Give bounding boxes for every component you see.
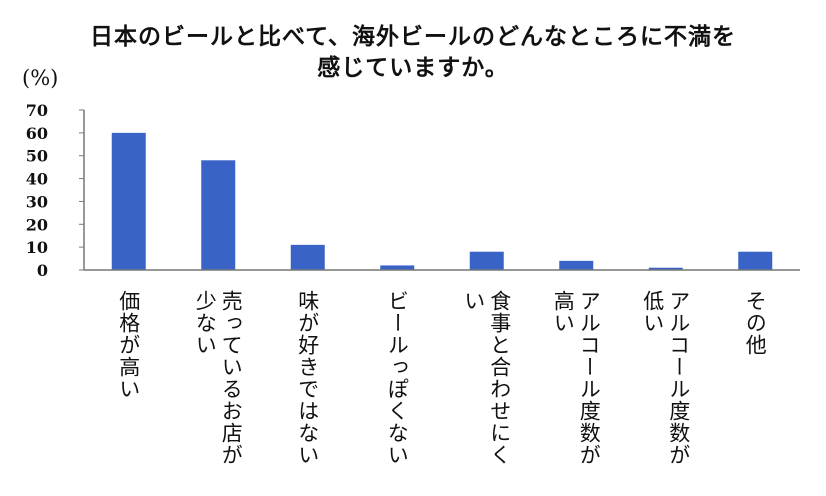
chart-title-line-1: 日本のビールと比べて、海外ビールのどんなところに不満を — [90, 24, 736, 50]
bar — [738, 251, 773, 270]
x-category-label: 味が好きではない — [295, 290, 320, 466]
y-tick-label: 40 — [26, 170, 48, 189]
y-axis-unit-label: (%) — [22, 66, 59, 90]
x-category-label: 売っているお店が 少ない — [193, 290, 244, 466]
bar — [559, 260, 594, 270]
bar — [648, 267, 683, 270]
y-tick-label: 70 — [26, 101, 48, 120]
y-axis-ticks: 70 60 50 40 30 20 10 0 — [26, 101, 84, 280]
y-tick-label: 30 — [26, 192, 48, 211]
y-tick-label: 0 — [37, 261, 48, 280]
x-category-label: 価格が高い — [116, 290, 141, 400]
bars — [111, 132, 773, 270]
y-tick-label: 20 — [26, 215, 48, 234]
bar — [290, 244, 325, 270]
x-category-label: アルコール度数が 高い — [551, 290, 602, 466]
bar — [469, 251, 504, 270]
x-category-label: ビールっぽくない — [385, 290, 410, 466]
x-category-label: 食事と合わせにく い — [461, 290, 512, 466]
x-category-label: その他 — [743, 290, 768, 356]
bar — [111, 132, 146, 270]
x-category-label: アルコール度数が 低い — [640, 290, 691, 466]
chart-title: 日本のビールと比べて、海外ビールのどんなところに不満を 感じていますか。 — [0, 22, 826, 84]
chart-title-line-2: 感じていますか。 — [317, 55, 509, 81]
y-tick-label: 60 — [26, 124, 48, 143]
bar — [380, 265, 415, 270]
bar — [201, 160, 236, 270]
y-tick-label: 50 — [26, 147, 48, 166]
y-tick-label: 10 — [26, 238, 48, 257]
